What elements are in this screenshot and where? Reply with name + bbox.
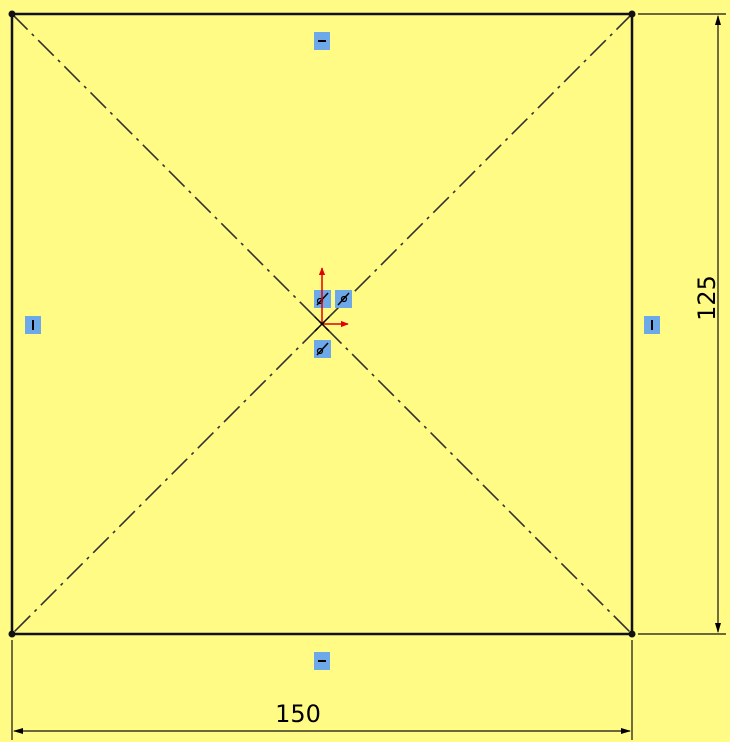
horizontal-relation-icon-top[interactable]: [314, 32, 330, 50]
coincident-relation-icon-3[interactable]: [314, 340, 331, 358]
coincident-relation-icon-2[interactable]: [335, 290, 352, 308]
vertical-relation-icon-right[interactable]: [644, 316, 660, 334]
dimension-height[interactable]: 125: [638, 13, 726, 635]
horizontal-relation-icon-bottom[interactable]: [314, 652, 330, 670]
vertical-relation-icon-left[interactable]: [25, 316, 41, 334]
vertex-top-left[interactable]: [8, 10, 16, 18]
vertex-bottom-right[interactable]: [628, 630, 636, 638]
dimension-width-label[interactable]: 150: [275, 700, 321, 728]
origin-icon[interactable]: [314, 267, 349, 332]
dimension-height-label[interactable]: 125: [693, 275, 721, 321]
vertex-top-right[interactable]: [628, 10, 636, 18]
dimension-width[interactable]: 150: [11, 640, 633, 740]
vertex-bottom-left[interactable]: [8, 630, 16, 638]
